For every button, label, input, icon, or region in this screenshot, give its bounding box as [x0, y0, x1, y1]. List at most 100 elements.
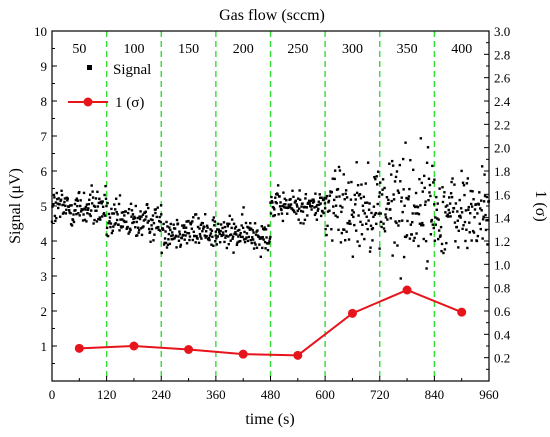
signal-point: [247, 235, 251, 239]
signal-point: [120, 211, 124, 214]
signal-point: [344, 189, 348, 192]
signal-point: [439, 225, 443, 229]
signal-point: [165, 246, 169, 249]
signal-point: [322, 198, 326, 201]
signal-point: [167, 238, 170, 241]
signal-point: [100, 202, 103, 205]
signal-point: [264, 247, 267, 250]
signal-point: [88, 213, 91, 216]
signal-point: [433, 239, 437, 242]
signal-point: [215, 243, 219, 246]
signal-point: [474, 203, 478, 206]
signal-point: [460, 169, 463, 173]
signal-point: [73, 202, 77, 206]
signal-point: [395, 170, 399, 173]
signal-point: [192, 230, 195, 233]
signal-point: [166, 225, 169, 228]
signal-point: [411, 212, 414, 215]
signal-point: [136, 216, 139, 220]
signal-point: [103, 214, 107, 217]
gas-flow-labels: 50 100 150 200 250 300 350 400: [72, 42, 472, 57]
signal-point: [282, 191, 285, 194]
signal-point: [347, 238, 351, 241]
gas-flow-label: 50: [72, 42, 86, 57]
signal-point: [446, 213, 449, 216]
signal-point: [336, 187, 340, 191]
signal-point: [232, 222, 236, 226]
gas-flow-label: 250: [287, 42, 308, 57]
signal-point: [56, 202, 59, 205]
signal-point: [267, 224, 270, 227]
signal-point: [141, 213, 145, 216]
signal-point: [377, 212, 380, 215]
signal-point: [178, 230, 181, 233]
signal-point: [375, 175, 378, 178]
legend-signal-label: Signal: [113, 62, 151, 78]
signal-point: [132, 220, 136, 224]
signal-point: [313, 213, 317, 217]
signal-point: [479, 227, 482, 231]
signal-point: [323, 196, 326, 200]
signal-point: [151, 214, 155, 217]
signal-point: [107, 212, 111, 216]
signal-point: [63, 197, 67, 200]
signal-point: [353, 193, 356, 197]
signal-point: [235, 233, 238, 236]
signal-point: [122, 210, 125, 214]
signal-point: [468, 231, 471, 234]
signal-point: [114, 222, 117, 225]
signal-point: [365, 201, 369, 204]
signal-point: [127, 207, 131, 211]
signal-point: [457, 246, 460, 249]
signal-point: [439, 234, 442, 237]
signal-point: [438, 235, 442, 238]
signal-point: [381, 188, 384, 191]
signal-point: [436, 237, 440, 241]
signal-point: [86, 208, 90, 211]
signal-point: [454, 202, 458, 205]
y-right-tick-label: 1.2: [494, 234, 510, 249]
signal-point: [324, 197, 328, 200]
signal-point: [407, 195, 411, 198]
signal-point: [463, 220, 467, 224]
signal-point: [226, 222, 229, 225]
signal-point: [248, 228, 252, 231]
signal-point: [184, 234, 187, 237]
signal-point: [413, 236, 416, 240]
gas-flow-label: 150: [178, 42, 199, 57]
signal-point: [431, 164, 434, 168]
signal-point: [397, 191, 401, 194]
signal-point: [268, 240, 271, 243]
signal-point: [179, 245, 182, 248]
signal-point: [345, 230, 348, 233]
signal-point: [466, 177, 470, 180]
signal-point: [239, 232, 242, 235]
y-left-tick-label: 6: [41, 164, 48, 179]
signal-point: [298, 189, 301, 192]
signal-point: [186, 231, 189, 235]
y-right-tick-label: 0.6: [494, 304, 511, 319]
signal-point: [114, 208, 117, 211]
signal-point: [380, 225, 383, 229]
y-left-tick-label: 5: [41, 199, 48, 214]
signal-point: [164, 241, 168, 245]
signal-point: [72, 213, 75, 216]
signal-point: [178, 232, 182, 236]
signal-point: [340, 210, 343, 214]
signal-point: [444, 205, 448, 208]
sigma-point: [129, 341, 139, 351]
signal-point: [163, 241, 166, 245]
signal-point: [301, 210, 305, 213]
signal-point: [452, 207, 456, 210]
signal-point: [133, 215, 136, 219]
signal-point: [160, 213, 163, 216]
signal-point: [341, 206, 344, 209]
signal-point: [213, 224, 216, 227]
signal-point: [207, 236, 211, 240]
signal-point: [419, 137, 423, 140]
y-left-tick-label: 4: [41, 234, 48, 249]
signal-point: [388, 162, 391, 165]
signal-point: [139, 210, 142, 213]
signal-point: [426, 260, 429, 263]
